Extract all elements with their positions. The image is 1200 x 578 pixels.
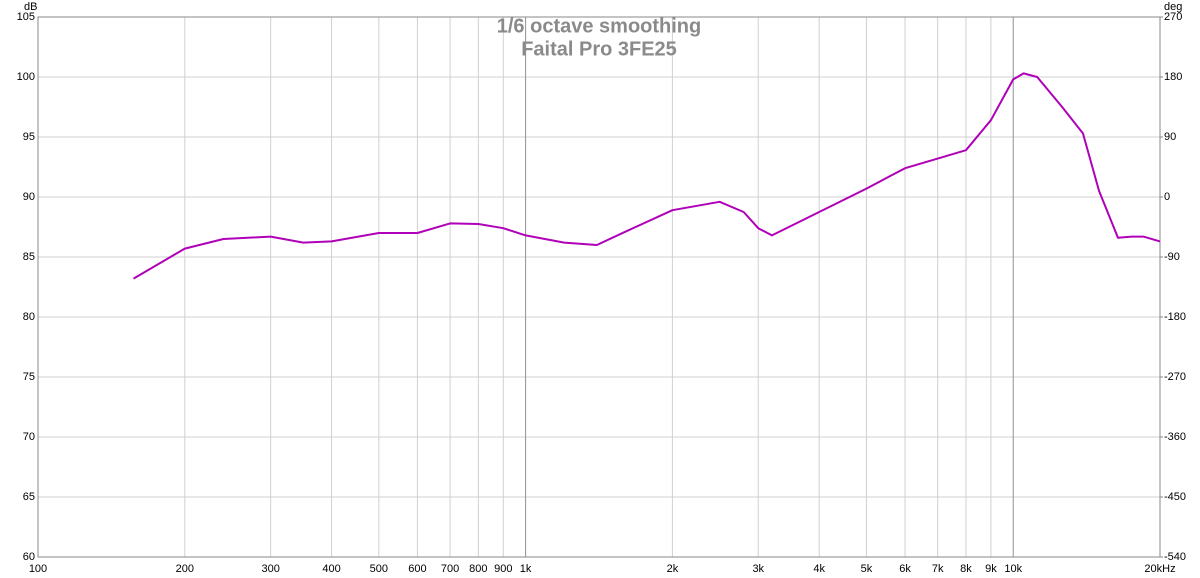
x-tick-label: 200 (176, 563, 194, 575)
y-tick-label: 105 (17, 11, 35, 23)
y2-tick-label: 180 (1164, 71, 1182, 83)
y2-tick-label: -450 (1164, 491, 1186, 503)
y-tick-label: 95 (23, 131, 35, 143)
y-tick-label: 85 (23, 251, 35, 263)
y-tick-label: 75 (23, 371, 35, 383)
x-tick-label: 2k (667, 563, 679, 575)
y-tick-label: 70 (23, 431, 35, 443)
y-tick-label: 80 (23, 311, 35, 323)
x-tick-label: 20kHz (1144, 563, 1175, 575)
x-tick-label: 400 (322, 563, 340, 575)
y-tick-label: 65 (23, 491, 35, 503)
x-tick-label: 1k (520, 563, 532, 575)
y-axis-label: dB (24, 1, 37, 13)
y2-tick-label: 90 (1164, 131, 1176, 143)
plot-frame (37, 16, 1161, 558)
x-tick-label: 5k (861, 563, 873, 575)
x-tick-label: 100 (29, 563, 47, 575)
x-tick-label: 8k (960, 563, 972, 575)
x-tick-label: 300 (261, 563, 279, 575)
chart-subtitle: Faital Pro 3FE25 (521, 38, 677, 60)
chart-title: 1/6 octave smoothing (497, 15, 702, 37)
x-tick-label: 4k (813, 563, 825, 575)
x-tick-label: 9k (985, 563, 997, 575)
x-tick-label: 500 (370, 563, 388, 575)
x-tick-label: 600 (408, 563, 426, 575)
x-tick-label: 800 (469, 563, 487, 575)
y2-tick-label: -360 (1164, 431, 1186, 443)
x-tick-label: 900 (494, 563, 512, 575)
series-line (133, 72, 1161, 280)
x-tick-label: 10k (1004, 563, 1022, 575)
y2-tick-label: -180 (1164, 311, 1186, 323)
y2-tick-label: -90 (1164, 251, 1180, 263)
x-tick-label: 7k (932, 563, 944, 575)
x-tick-label: 3k (752, 563, 764, 575)
y2-tick-label: -270 (1164, 371, 1186, 383)
y-tick-label: 90 (23, 191, 35, 203)
y-tick-label: 100 (17, 71, 35, 83)
y2-tick-label: 0 (1164, 191, 1170, 203)
x-tick-label: 700 (441, 563, 459, 575)
y-tick-label: 60 (23, 551, 35, 563)
y2-axis-label: deg (1164, 1, 1182, 13)
x-tick-label: 6k (899, 563, 911, 575)
y2-tick-label: 270 (1164, 11, 1182, 23)
y2-tick-label: -540 (1164, 551, 1186, 563)
